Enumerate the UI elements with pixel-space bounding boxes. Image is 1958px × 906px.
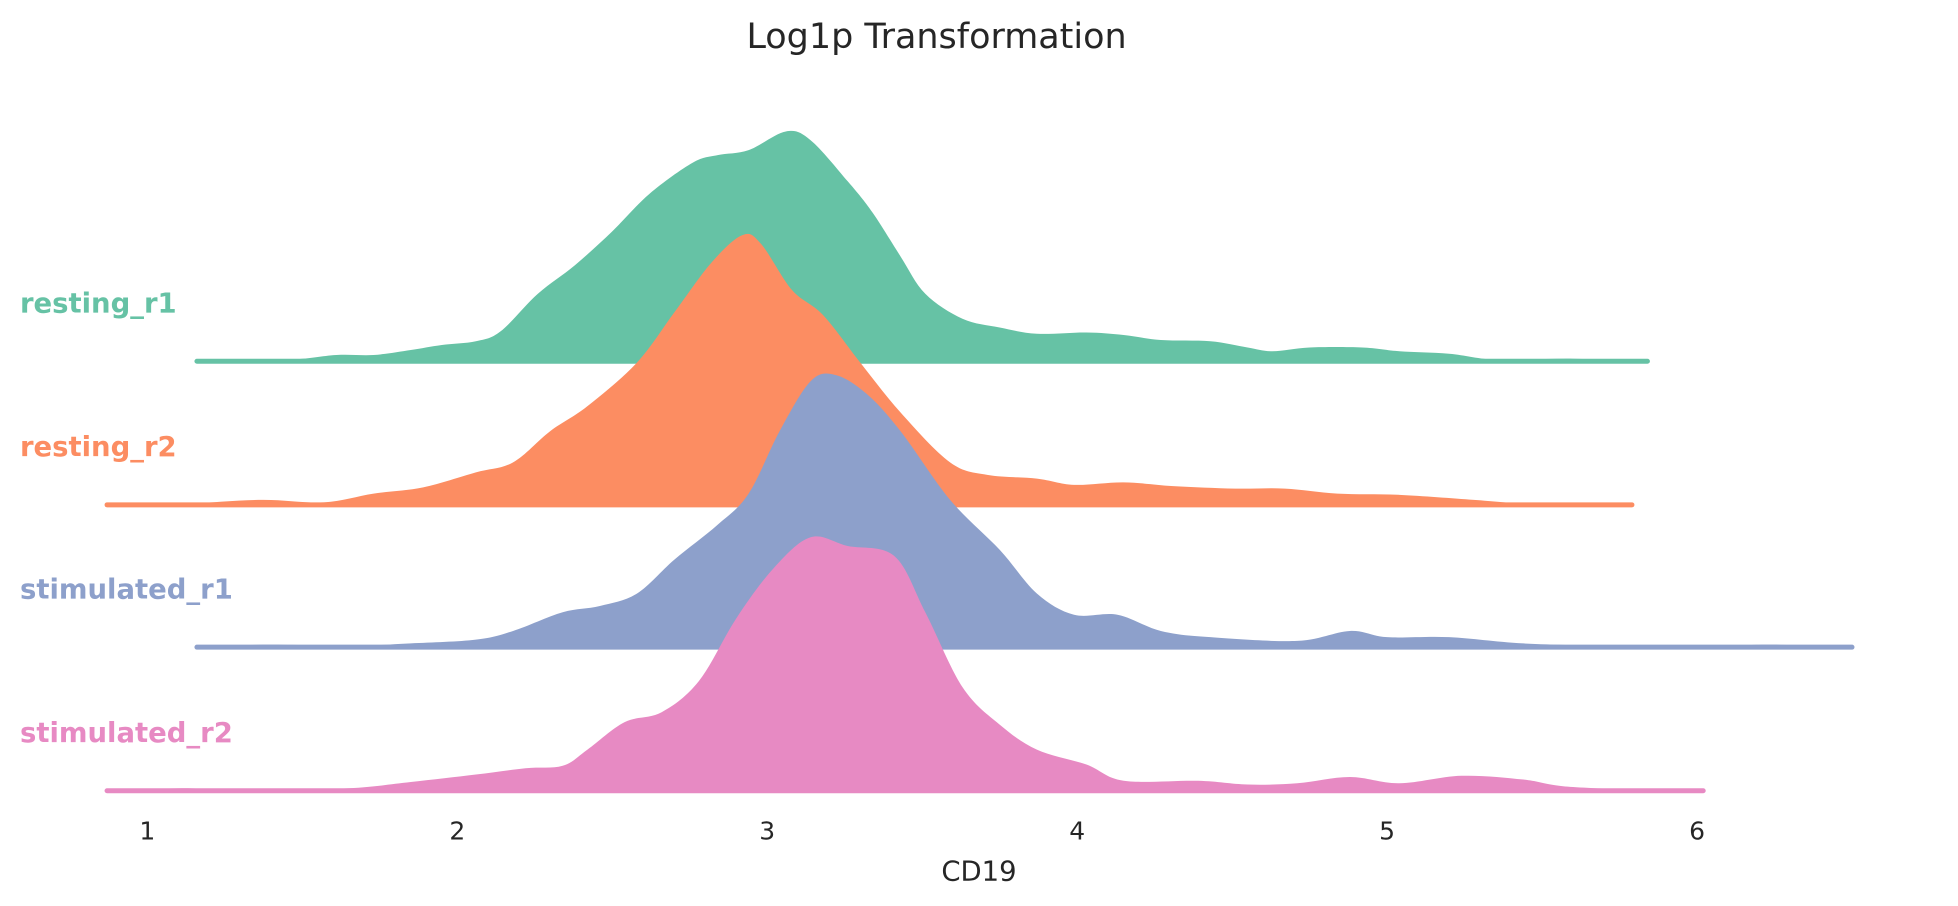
x-tick-label: 3 [759, 816, 775, 845]
series-label-resting_r2: resting_r2 [20, 432, 177, 463]
ridge-resting_r1 [196, 130, 1648, 363]
x-tick-label: 1 [139, 816, 155, 845]
ridges [104, 130, 1855, 794]
series-label-stimulated_r1: stimulated_r1 [20, 574, 233, 605]
x-axis-label: CD19 [941, 857, 1016, 888]
ridge-stimulated_r1 [196, 373, 1852, 649]
x-tick-label: 2 [449, 816, 465, 845]
x-tick-label: 6 [1689, 816, 1705, 845]
x-axis-ticks: 1 2 3 4 5 6 [139, 816, 1705, 845]
x-tick-label: 5 [1379, 816, 1395, 845]
series-label-resting_r1: resting_r1 [20, 289, 177, 320]
ridge-stimulated_r2 [107, 536, 1704, 793]
x-tick-label: 4 [1069, 816, 1085, 845]
series-label-stimulated_r2: stimulated_r2 [20, 718, 233, 749]
chart-title: Log1p Transformation [746, 17, 1126, 57]
series-labels: resting_r1 resting_r2 stimulated_r1stimula… [20, 289, 233, 750]
